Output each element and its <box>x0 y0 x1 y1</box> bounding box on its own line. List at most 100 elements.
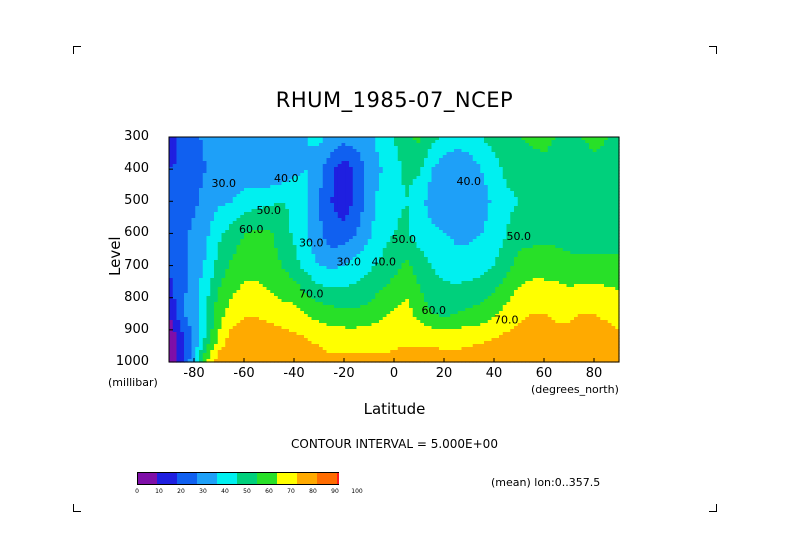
heatmap-cell <box>469 215 474 219</box>
heatmap-cell <box>544 236 549 240</box>
heatmap-cell <box>405 143 410 147</box>
heatmap-cell <box>307 254 313 258</box>
heatmap-cell <box>244 170 249 174</box>
heatmap-cell <box>521 164 526 168</box>
heatmap-cell <box>570 173 575 177</box>
heatmap-cell <box>446 197 451 201</box>
heatmap-cell <box>401 209 406 213</box>
heatmap-cell <box>281 251 286 255</box>
heatmap-cell <box>491 218 496 222</box>
heatmap-cell <box>439 245 444 249</box>
heatmap-cell <box>296 176 301 180</box>
heatmap-cell <box>255 260 260 264</box>
heatmap-cell <box>199 221 204 225</box>
heatmap-cell <box>270 149 275 153</box>
heatmap-cell <box>386 197 391 201</box>
heatmap-cell <box>356 209 361 213</box>
heatmap-cell <box>517 251 523 255</box>
heatmap-cell <box>611 176 616 180</box>
heatmap-cell <box>352 239 358 243</box>
heatmap-cell <box>172 161 178 165</box>
heatmap-cell <box>315 242 320 246</box>
heatmap-cell <box>296 197 301 201</box>
heatmap-cell <box>409 236 414 240</box>
heatmap-cell <box>457 146 463 150</box>
heatmap-cell <box>379 209 384 213</box>
heatmap-cell <box>592 137 598 141</box>
heatmap-cell <box>394 161 399 165</box>
heatmap-cell <box>574 167 579 171</box>
heatmap-cell <box>510 206 515 210</box>
heatmap-cell <box>450 215 455 219</box>
heatmap-cell <box>172 173 178 177</box>
heatmap-cell <box>409 242 414 246</box>
heatmap-cell <box>566 194 571 198</box>
heatmap-cell <box>382 161 388 165</box>
heatmap-cell <box>206 260 211 264</box>
heatmap-cell <box>570 245 575 249</box>
heatmap-cell <box>300 140 305 144</box>
heatmap-cell <box>592 167 598 171</box>
heatmap-cell <box>487 209 493 213</box>
heatmap-cell <box>270 188 275 192</box>
heatmap-cell <box>326 137 331 141</box>
heatmap-cell <box>457 200 463 204</box>
heatmap-cell <box>214 248 219 252</box>
heatmap-cell <box>169 230 174 234</box>
heatmap-cell <box>367 254 373 258</box>
heatmap-cell <box>604 230 609 234</box>
heatmap-cell <box>315 254 320 258</box>
heatmap-cell <box>221 176 226 180</box>
heatmap-cell <box>334 245 339 249</box>
heatmap-cell <box>544 170 549 174</box>
heatmap-cell <box>412 215 418 219</box>
heatmap-cell <box>521 200 526 204</box>
heatmap-cell <box>416 257 421 261</box>
heatmap-cell <box>229 167 234 171</box>
heatmap-cell <box>277 254 283 258</box>
heatmap-cell <box>334 260 339 264</box>
heatmap-cell <box>195 161 200 165</box>
heatmap-cell <box>596 152 601 156</box>
heatmap-cell <box>510 191 515 195</box>
heatmap-cell <box>394 227 399 231</box>
heatmap-cell <box>574 257 579 261</box>
heatmap-cell <box>446 164 451 168</box>
heatmap-cell <box>570 179 575 183</box>
heatmap-cell <box>416 248 421 252</box>
heatmap-cell <box>262 149 268 153</box>
heatmap-cell <box>199 260 204 264</box>
heatmap-cell <box>611 236 616 240</box>
heatmap-cell <box>304 239 309 243</box>
heatmap-cell <box>191 185 196 189</box>
heatmap-cell <box>176 233 181 237</box>
heatmap-cell <box>187 254 193 258</box>
heatmap-cell <box>304 242 309 246</box>
heatmap-cell <box>574 218 579 222</box>
heatmap-cell <box>322 176 328 180</box>
heatmap-cell <box>352 170 358 174</box>
heatmap-cell <box>255 170 260 174</box>
heatmap-cell <box>416 179 421 183</box>
heatmap-cell <box>502 149 508 153</box>
heatmap-cell <box>555 158 560 162</box>
heatmap-cell <box>315 227 320 231</box>
heatmap-cell <box>454 200 459 204</box>
heatmap-cell <box>386 218 391 222</box>
heatmap-cell <box>435 254 440 258</box>
heatmap-cell <box>184 143 189 147</box>
heatmap-cell <box>435 200 440 204</box>
heatmap-cell <box>424 167 429 171</box>
heatmap-cell <box>356 233 361 237</box>
heatmap-cell <box>454 245 459 249</box>
heatmap-cell <box>435 188 440 192</box>
heatmap-cell <box>364 176 369 180</box>
heatmap-cell <box>221 233 226 237</box>
heatmap-cell <box>244 254 249 258</box>
heatmap-cell <box>367 212 373 216</box>
heatmap-cell <box>431 224 436 228</box>
heatmap-cell <box>262 188 268 192</box>
heatmap-cell <box>517 194 523 198</box>
heatmap-cell <box>604 155 609 159</box>
heatmap-cell <box>319 161 324 165</box>
